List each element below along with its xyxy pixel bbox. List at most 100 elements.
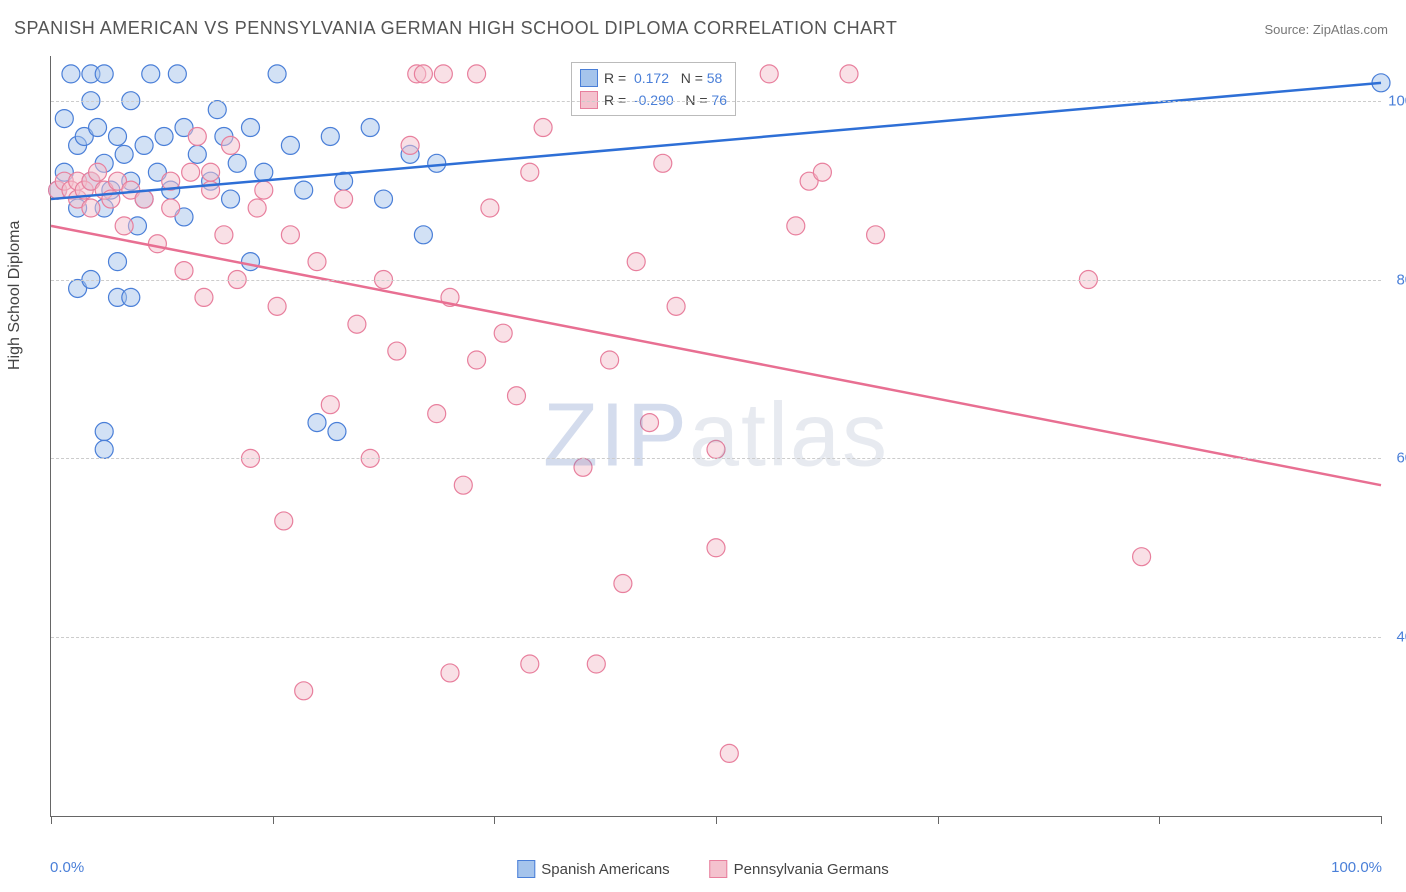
correlation-legend: R = 0.172 N = 58R = -0.290 N = 76 xyxy=(571,62,736,116)
legend-item: Pennsylvania Germans xyxy=(710,860,889,878)
data-point xyxy=(308,253,326,271)
data-point xyxy=(587,655,605,673)
data-point xyxy=(521,163,539,181)
data-point xyxy=(707,539,725,557)
data-point xyxy=(481,199,499,217)
chart-title: SPANISH AMERICAN VS PENNSYLVANIA GERMAN … xyxy=(14,18,897,39)
data-point xyxy=(255,181,273,199)
data-point xyxy=(188,127,206,145)
data-point xyxy=(142,65,160,83)
data-point xyxy=(414,65,432,83)
x-axis-min-label: 0.0% xyxy=(50,859,84,876)
data-point xyxy=(441,664,459,682)
data-point xyxy=(521,655,539,673)
scatter-svg xyxy=(51,56,1381,816)
data-point xyxy=(428,405,446,423)
data-point xyxy=(614,575,632,593)
data-point xyxy=(574,458,592,476)
data-point xyxy=(148,235,166,253)
data-point xyxy=(122,288,140,306)
data-point xyxy=(135,136,153,154)
data-point xyxy=(867,226,885,244)
data-point xyxy=(215,226,233,244)
legend-text: R = 0.172 N = 58 xyxy=(604,67,722,89)
y-tick-label: 100.0% xyxy=(1388,92,1406,109)
data-point xyxy=(335,190,353,208)
data-point xyxy=(281,136,299,154)
data-point xyxy=(534,119,552,137)
legend-item: Spanish Americans xyxy=(517,860,669,878)
data-point xyxy=(295,181,313,199)
data-point xyxy=(813,163,831,181)
y-axis-label: High School Diploma xyxy=(6,221,24,370)
data-point xyxy=(89,119,107,137)
series-legend: Spanish Americans Pennsylvania Germans xyxy=(517,860,888,878)
data-point xyxy=(321,127,339,145)
legend-row: R = 0.172 N = 58 xyxy=(580,67,727,89)
legend-swatch xyxy=(580,69,598,87)
data-point xyxy=(328,423,346,441)
data-point xyxy=(414,226,432,244)
data-point xyxy=(242,119,260,137)
data-point xyxy=(627,253,645,271)
x-axis-max-label: 100.0% xyxy=(1331,859,1382,876)
data-point xyxy=(1133,548,1151,566)
data-point xyxy=(82,199,100,217)
x-tick xyxy=(1381,816,1382,824)
data-point xyxy=(454,476,472,494)
data-point xyxy=(62,65,80,83)
data-point xyxy=(667,297,685,315)
data-point xyxy=(840,65,858,83)
y-tick-label: 80.0% xyxy=(1396,271,1406,288)
data-point xyxy=(255,163,273,181)
data-point xyxy=(202,163,220,181)
data-point xyxy=(375,190,393,208)
data-point xyxy=(787,217,805,235)
data-point xyxy=(228,154,246,172)
data-point xyxy=(155,127,173,145)
data-point xyxy=(348,315,366,333)
data-point xyxy=(109,127,127,145)
data-point xyxy=(401,136,419,154)
data-point xyxy=(295,682,313,700)
data-point xyxy=(268,297,286,315)
x-tick xyxy=(273,816,274,824)
legend-swatch xyxy=(517,860,535,878)
data-point xyxy=(242,253,260,271)
y-tick-label: 60.0% xyxy=(1396,450,1406,467)
data-point xyxy=(508,387,526,405)
data-point xyxy=(361,119,379,137)
x-tick xyxy=(494,816,495,824)
legend-label: Pennsylvania Germans xyxy=(734,861,889,878)
data-point xyxy=(89,163,107,181)
data-point xyxy=(168,65,186,83)
gridline-h xyxy=(51,280,1381,281)
data-point xyxy=(248,199,266,217)
source-label: Source: ZipAtlas.com xyxy=(1264,22,1388,37)
x-tick xyxy=(1159,816,1160,824)
data-point xyxy=(468,65,486,83)
data-point xyxy=(268,65,286,83)
data-point xyxy=(654,154,672,172)
plot-area: ZIPatlas R = 0.172 N = 58R = -0.290 N = … xyxy=(50,56,1381,817)
data-point xyxy=(182,163,200,181)
data-point xyxy=(95,440,113,458)
data-point xyxy=(760,65,778,83)
data-point xyxy=(55,110,73,128)
data-point xyxy=(281,226,299,244)
data-point xyxy=(109,253,127,271)
data-point xyxy=(222,190,240,208)
data-point xyxy=(135,190,153,208)
gridline-h xyxy=(51,637,1381,638)
data-point xyxy=(468,351,486,369)
x-tick xyxy=(51,816,52,824)
legend-label: Spanish Americans xyxy=(541,861,669,878)
data-point xyxy=(308,414,326,432)
data-point xyxy=(208,101,226,119)
data-point xyxy=(601,351,619,369)
data-point xyxy=(720,744,738,762)
data-point xyxy=(494,324,512,342)
data-point xyxy=(388,342,406,360)
x-tick xyxy=(716,816,717,824)
x-tick xyxy=(938,816,939,824)
